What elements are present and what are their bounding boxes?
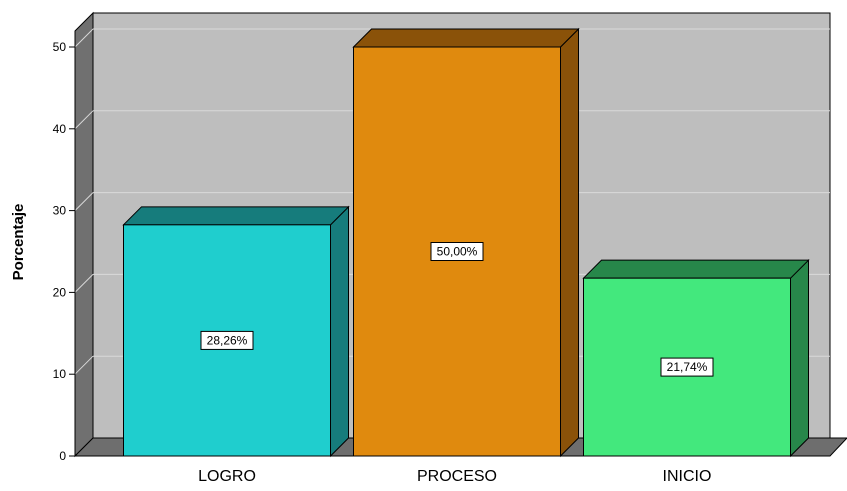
data-label: 28,26% (207, 333, 248, 347)
bar-proceso: 50,00% (352, 27, 580, 458)
data-label: 21,74% (667, 360, 708, 374)
y-tick-label: 50 (53, 40, 67, 54)
bar-top (582, 259, 810, 279)
bar-inicio: 21,74% (582, 258, 810, 458)
gridline-side (74, 110, 94, 130)
left-wall (74, 11, 94, 458)
y-axis-title: Porcentaje (10, 204, 27, 281)
gridline-side (74, 28, 94, 48)
bar-logro: 28,26% (122, 205, 350, 458)
x-category-label: LOGRO (198, 468, 256, 485)
data-label-box (660, 357, 714, 377)
bar-side (330, 205, 349, 458)
y-tick-label: 40 (53, 122, 67, 136)
data-label: 50,00% (437, 245, 478, 259)
bar-top (122, 206, 350, 226)
gridline-side (74, 274, 94, 293)
gridline-side (74, 355, 94, 375)
y-tick-label: 20 (53, 285, 67, 299)
y-tick-label: 30 (53, 204, 67, 218)
bar-side (560, 27, 579, 458)
bar-side (790, 258, 809, 458)
y-tick-label: 0 (59, 449, 66, 463)
x-axis-categories: LOGRO PROCESO INICIO (198, 468, 711, 485)
bar-top (352, 28, 580, 48)
data-label-box (200, 330, 254, 350)
x-category-label: INICIO (663, 468, 712, 485)
x-category-label: PROCESO (417, 468, 497, 485)
y-axis-ticks: 0 10 20 30 40 50 (53, 31, 76, 463)
bars: 28,26% 50,00% 21,74% (122, 27, 810, 458)
y-tick-label: 10 (53, 367, 67, 381)
data-label-box (430, 242, 484, 261)
gridline-side (74, 192, 94, 211)
